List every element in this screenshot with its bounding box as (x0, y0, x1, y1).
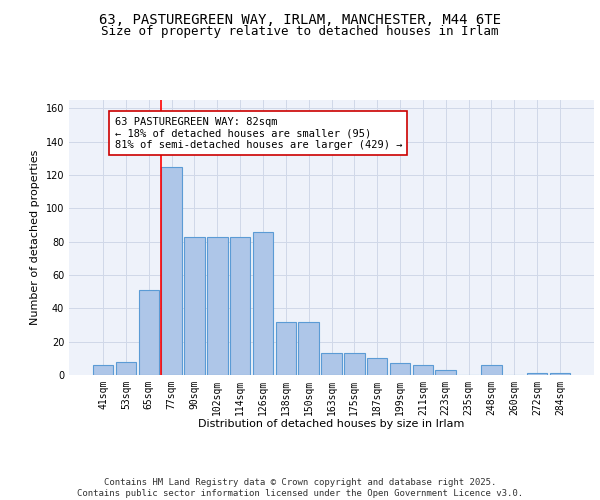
Bar (298, 322, 319, 375)
X-axis label: Distribution of detached houses by size in Irlam: Distribution of detached houses by size … (199, 420, 464, 430)
Bar (436, 370, 456, 375)
Bar (413, 365, 433, 375)
Bar (367, 358, 388, 375)
Bar (275, 322, 296, 375)
Bar (321, 354, 342, 375)
Y-axis label: Number of detached properties: Number of detached properties (30, 150, 40, 325)
Bar (139, 290, 159, 375)
Bar (230, 236, 250, 375)
Bar (184, 236, 205, 375)
Bar (481, 365, 502, 375)
Bar (93, 365, 113, 375)
Text: Contains HM Land Registry data © Crown copyright and database right 2025.
Contai: Contains HM Land Registry data © Crown c… (77, 478, 523, 498)
Bar (344, 354, 365, 375)
Text: Size of property relative to detached houses in Irlam: Size of property relative to detached ho… (101, 25, 499, 38)
Bar (253, 232, 273, 375)
Bar (116, 362, 136, 375)
Bar (161, 166, 182, 375)
Bar (390, 364, 410, 375)
Text: 63 PASTUREGREEN WAY: 82sqm
← 18% of detached houses are smaller (95)
81% of semi: 63 PASTUREGREEN WAY: 82sqm ← 18% of deta… (115, 116, 402, 150)
Bar (207, 236, 227, 375)
Bar (550, 374, 570, 375)
Text: 63, PASTUREGREEN WAY, IRLAM, MANCHESTER, M44 6TE: 63, PASTUREGREEN WAY, IRLAM, MANCHESTER,… (99, 12, 501, 26)
Bar (527, 374, 547, 375)
